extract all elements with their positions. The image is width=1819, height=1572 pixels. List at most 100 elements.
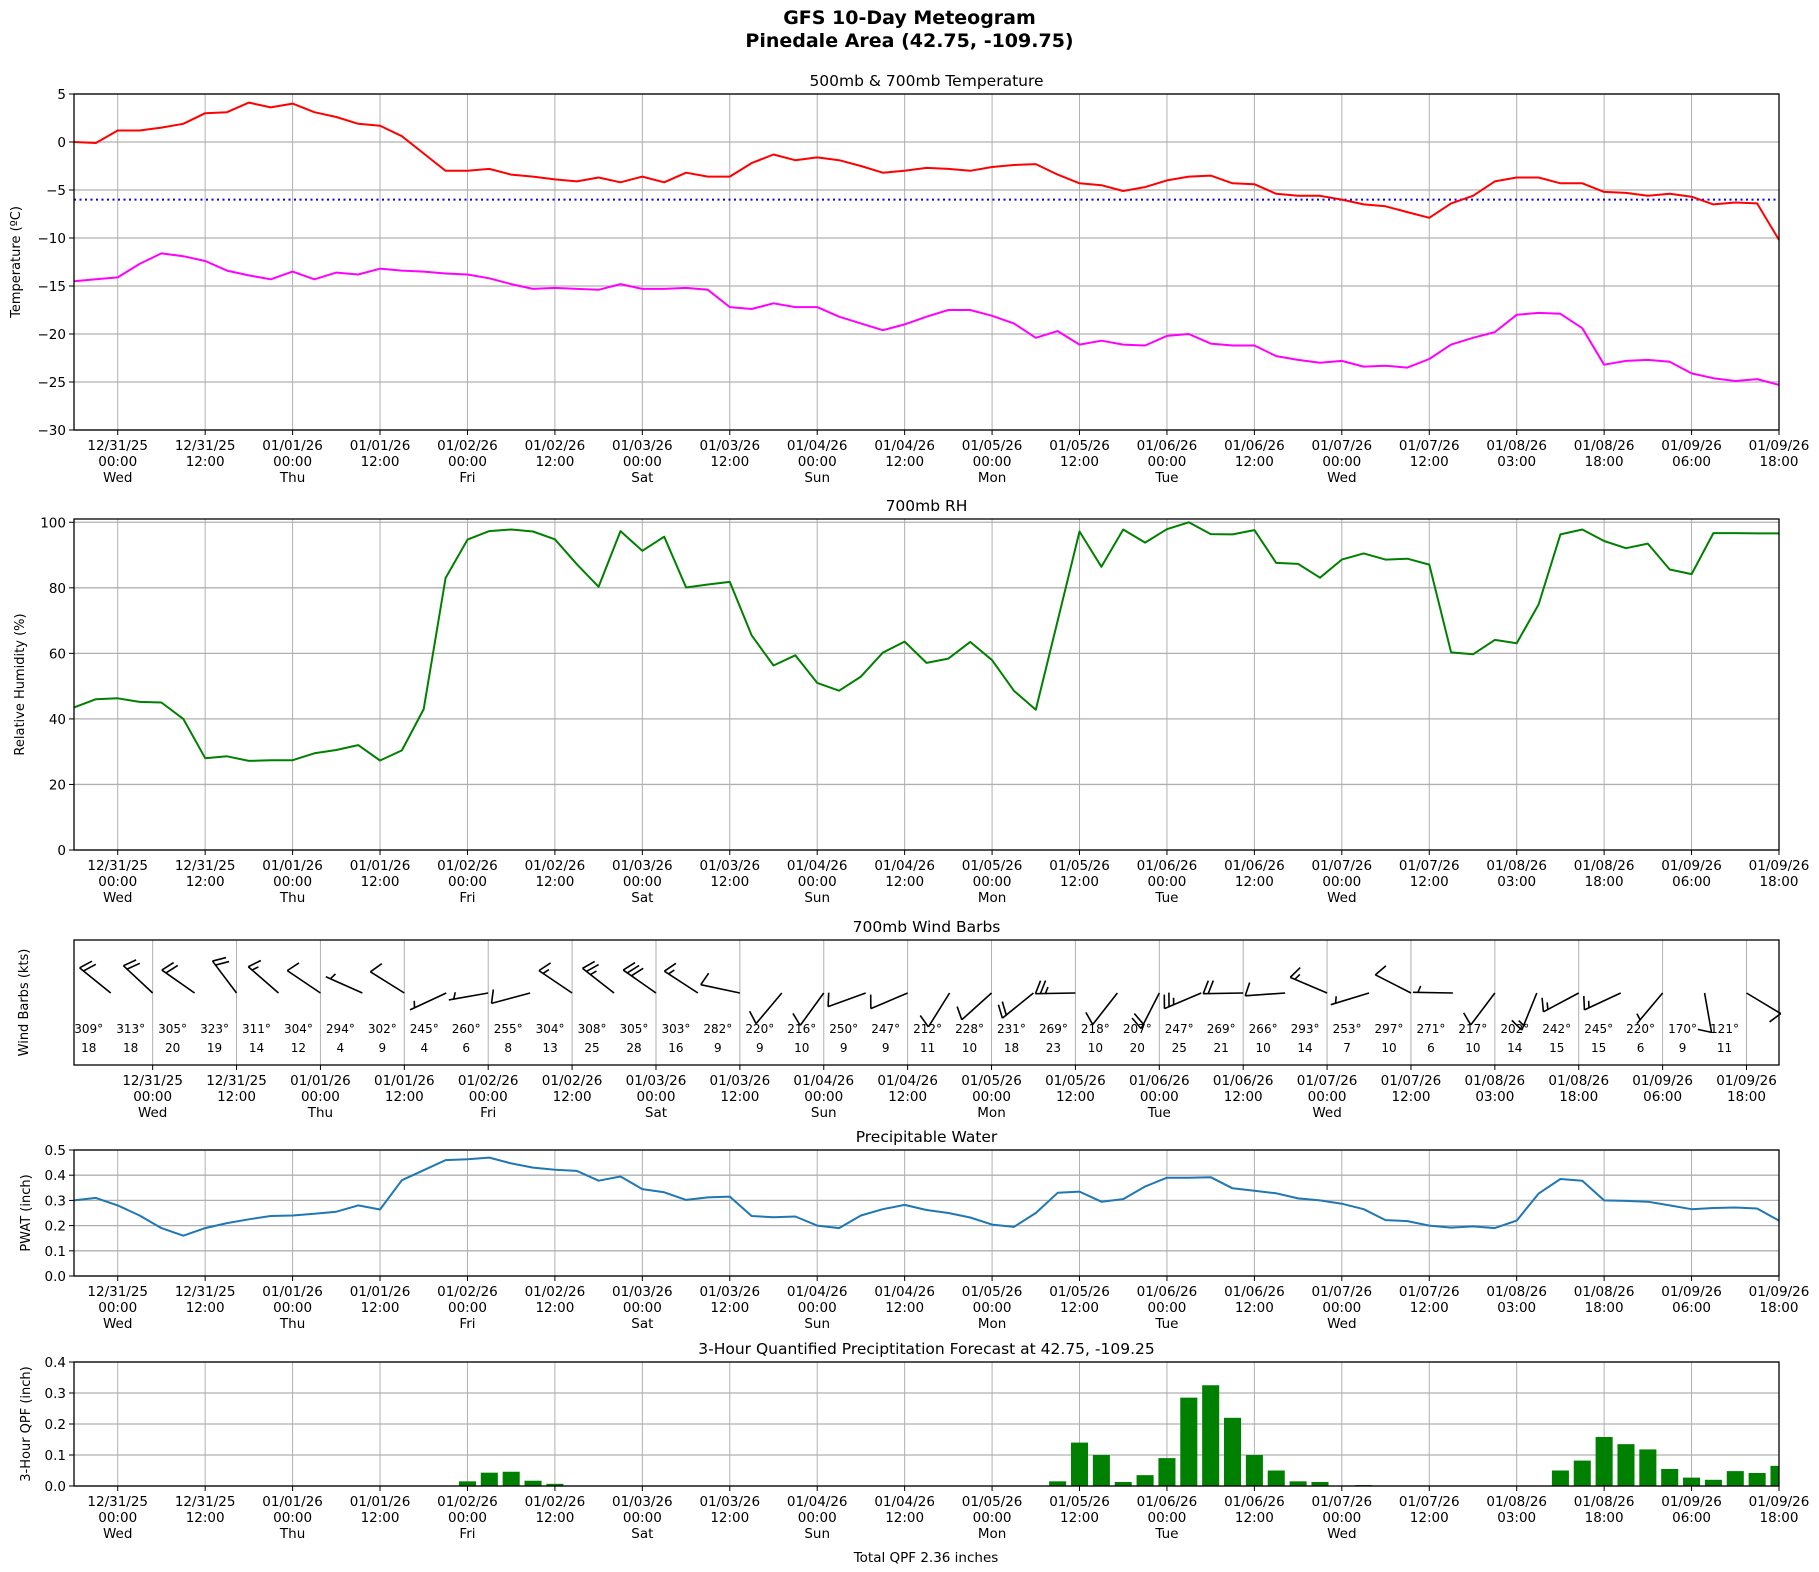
x-tick-label: 00:00 [273,1300,312,1316]
y-tick-label: 20 [49,777,66,793]
x-tick-label: Thu [279,1316,305,1332]
wind-speed-label: 10 [794,1041,809,1055]
x-tick-label: 12:00 [186,1510,225,1526]
qpf-total-label: Total QPF 2.36 inches [853,1550,999,1566]
x-tick-label: 01/09/26 [1632,1073,1693,1089]
wind-barb [1636,992,1664,1025]
qpf-bar [1136,1475,1154,1486]
wind-speed-label: 11 [920,1041,935,1055]
wind-barb [369,963,405,994]
figure-title: GFS 10-Day Meteogram Pinedale Area (42.7… [0,7,1819,53]
x-tick-label: 00:00 [1147,874,1186,890]
x-tick-label: Wed [103,1316,132,1332]
barb-feather [586,963,600,973]
wind-direction-label: 207° [1123,1022,1152,1036]
qpf-bar [458,1481,476,1486]
x-tick-label: 01/04/26 [787,1284,848,1300]
wind-speed-label: 28 [626,1041,641,1055]
wind-speed-label: 4 [337,1041,345,1055]
barb-feather [622,961,636,971]
x-tick-label: 12:00 [1056,1089,1095,1105]
barb-feather [369,963,383,973]
x-tick-label: 12:00 [361,454,400,470]
x-tick-label: 12/31/25 [122,1073,183,1089]
wind-barb [997,992,1034,1019]
barb-half-feather [452,992,457,1000]
x-tick-label: 01/05/26 [1045,1073,1106,1089]
figure-title-line1: GFS 10-Day Meteogram [783,7,1036,29]
qpf-bar [1114,1481,1132,1486]
x-tick-label: 00:00 [972,1089,1011,1105]
wind-speed-label: 9 [714,1041,722,1055]
wind-direction-label: 245° [410,1022,439,1036]
wind-speed-label: 12 [291,1041,306,1055]
x-tick-label: 06:00 [1672,454,1711,470]
x-tick-label: 01/09/26 [1749,1494,1810,1510]
x-tick-label: 01/01/26 [350,1284,411,1300]
barb-staff [582,967,615,994]
x-tick-label: 00:00 [1322,1300,1361,1316]
wind-direction-label: 202° [1500,1022,1529,1036]
x-tick-label: 12:00 [885,1510,924,1526]
x-tick-label: 01/07/26 [1312,438,1373,454]
wind-barb [663,962,699,994]
x-tick-label: 01/03/26 [699,438,760,454]
wind-direction-label: 313° [116,1022,145,1036]
x-tick-label: 01/03/26 [612,438,673,454]
x-tick-label: Tue [1154,890,1178,906]
x-tick-label: 01/02/26 [458,1073,519,1089]
x-tick-label: 00:00 [448,874,487,890]
wind-speed-label: 25 [1172,1041,1187,1055]
x-tick-label: 01/05/26 [962,438,1023,454]
x-tick-label: 12:00 [186,874,225,890]
panel-precipitable-water: Precipitable Water 0.5 0.4 0.3 0.2 0.1 0.0 12/3… [19,1128,1809,1332]
barb-staff [286,969,321,994]
barb-staff [961,992,993,1021]
y-tick-label: 0.2 [45,1417,66,1433]
qpf-bar [1245,1455,1263,1486]
barb-half-feather [590,970,597,976]
x-tick-label: 12:00 [186,454,225,470]
wind-speed-label: 14 [249,1041,264,1055]
wind-direction-label: 228° [955,1022,984,1036]
barb-feather [1289,966,1301,978]
x-tick-label: 12:00 [1235,1510,1274,1526]
x-tick-label: 01/06/26 [1137,1494,1198,1510]
x-tick-label: 00:00 [133,1089,172,1105]
x-tick-label: 12:00 [361,874,400,890]
qpf-bar [1617,1444,1635,1486]
wind-speed-label: 9 [840,1041,848,1055]
wind-direction-label: 242° [1542,1022,1571,1036]
x-tick-label: 01/05/26 [961,1073,1022,1089]
x-tick-label: 01/01/26 [262,1494,323,1510]
y-axis-label: PWAT (inch) [19,1174,34,1251]
barb-staff [870,992,908,1010]
barb-staff [1374,974,1412,994]
x-tick-label: 00:00 [273,454,312,470]
x-tick-label: 01/04/26 [787,438,848,454]
barb-staff [827,992,866,1008]
y-tick-label: −25 [38,375,67,391]
barb-half-feather [1636,1013,1641,1021]
x-tick-label: 01/07/26 [1399,1494,1460,1510]
y-tick-label: 0.0 [45,1479,66,1495]
x-tick-label: Fri [459,1316,475,1332]
barb-feather [1034,980,1042,994]
barb-feather [626,964,640,974]
x-tick-label: 18:00 [1585,874,1624,890]
wind-speed-label: 10 [1465,1041,1480,1055]
x-tick-label: 12:00 [1410,1300,1449,1316]
x-tick-label: Thu [279,470,305,486]
x-tick-label: 18:00 [1585,454,1624,470]
x-tick-label: 01/08/26 [1574,858,1635,874]
x-tick-label: 06:00 [1672,1510,1711,1526]
qpf-bar [1661,1468,1679,1486]
wind-direction-label: 269° [1039,1022,1068,1036]
x-tick-label: 00:00 [98,1300,137,1316]
barb-feather [83,963,97,972]
wind-speed-label: 21 [1214,1041,1229,1055]
x-tick-label: 01/02/26 [437,858,498,874]
barb-feather [1541,997,1545,1012]
x-tick-label: 12:00 [710,454,749,470]
